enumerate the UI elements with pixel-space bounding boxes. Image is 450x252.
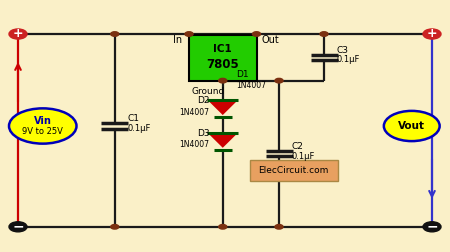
Text: −: − [12, 219, 24, 234]
Text: 0.1μF: 0.1μF [292, 152, 315, 161]
Circle shape [219, 78, 227, 83]
Text: 1N4007: 1N4007 [179, 140, 209, 149]
Circle shape [320, 32, 328, 36]
Text: 1N4007: 1N4007 [179, 108, 209, 117]
Text: 0.1μF: 0.1μF [127, 124, 151, 133]
Circle shape [275, 78, 283, 83]
Text: C2: C2 [292, 142, 303, 151]
Text: 1N4007: 1N4007 [236, 81, 266, 90]
Circle shape [428, 32, 436, 36]
Text: D1: D1 [236, 70, 249, 79]
Text: D2: D2 [197, 96, 209, 105]
Circle shape [9, 222, 27, 232]
Circle shape [9, 29, 27, 39]
Bar [250, 160, 338, 181]
Text: C3: C3 [337, 46, 349, 55]
Circle shape [111, 225, 119, 229]
Ellipse shape [9, 108, 77, 144]
Circle shape [185, 32, 193, 36]
Circle shape [252, 32, 261, 36]
Circle shape [428, 225, 436, 229]
Polygon shape [207, 133, 238, 148]
Text: Vin: Vin [34, 116, 52, 127]
Text: ElecCircuit.com: ElecCircuit.com [258, 166, 329, 175]
Text: In: In [173, 35, 182, 45]
Text: IC1: IC1 [213, 44, 232, 54]
Text: −: − [426, 219, 438, 234]
Text: 7805: 7805 [207, 58, 239, 71]
Circle shape [219, 225, 227, 229]
Text: C1: C1 [127, 114, 140, 123]
Polygon shape [207, 100, 238, 115]
Text: 9V to 25V: 9V to 25V [22, 127, 63, 136]
Bar [189, 35, 256, 81]
Text: Vout: Vout [398, 121, 425, 131]
Text: 0.1μF: 0.1μF [337, 55, 360, 64]
Text: D3: D3 [197, 129, 209, 138]
Text: +: + [427, 27, 437, 40]
Circle shape [423, 222, 441, 232]
Text: Ground: Ground [191, 87, 225, 97]
Text: Out: Out [261, 35, 279, 45]
Circle shape [423, 29, 441, 39]
Text: +: + [13, 27, 23, 40]
Ellipse shape [384, 111, 440, 141]
Circle shape [111, 32, 119, 36]
Circle shape [275, 225, 283, 229]
